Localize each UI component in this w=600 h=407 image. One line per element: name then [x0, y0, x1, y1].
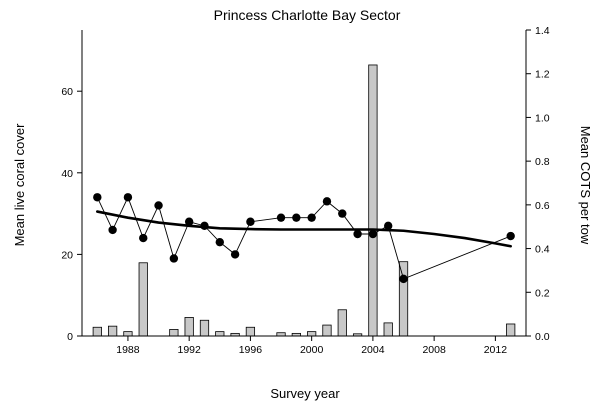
y-axis-title-left: Mean live coral cover	[12, 123, 27, 246]
coral-cover-point	[399, 274, 408, 284]
y-tick-label-right: 0.0	[535, 331, 550, 343]
coral-cover-point	[384, 221, 393, 231]
y-axis-title-right: Mean COTS per tow	[578, 126, 593, 245]
y-tick-label-left: 20	[61, 249, 73, 261]
coral-cover-point	[230, 250, 240, 259]
cots-bar	[383, 322, 393, 337]
x-tick-label: 1992	[177, 344, 201, 356]
plot-area: 1988 1992 1996 2000 2004 2008 2012 0 20 40 60 0.0 0.…	[61, 25, 549, 356]
coral-cover-point	[246, 217, 255, 226]
cots-bar	[184, 317, 194, 337]
x-axis-title: Survey year	[270, 386, 340, 401]
x-tick-label: 2012	[484, 344, 508, 356]
cots-bar	[199, 319, 210, 337]
coral-cover-point	[93, 193, 102, 202]
y-tick-label-right: 0.6	[535, 200, 550, 212]
x-tick-label: 1996	[239, 344, 263, 356]
cots-bar	[92, 326, 102, 337]
x-tick-label: 1988	[116, 344, 140, 356]
coral-cover-point	[276, 213, 286, 222]
cots-bar	[108, 325, 118, 337]
y-tick-label-right: 0.2	[535, 287, 550, 299]
trend-line	[96, 210, 512, 248]
coral-cover-point	[353, 229, 362, 239]
coral-cover-point	[184, 217, 194, 226]
y-tick-label-right: 0.4	[535, 244, 550, 256]
y-tick-label-left: 40	[61, 168, 73, 180]
coral-cover-point	[338, 209, 347, 218]
coral-cover-point	[154, 201, 163, 210]
y-tick-label-right: 0.8	[535, 156, 550, 168]
y-tick-label-right: 1.0	[535, 112, 550, 124]
cots-bar	[138, 262, 148, 337]
coral-cover-point	[139, 233, 148, 243]
cots-bar	[398, 261, 409, 337]
coral-cover-point	[169, 254, 179, 263]
cots-bar	[215, 331, 225, 337]
coral-cover-point	[322, 197, 332, 206]
cots-bar	[245, 326, 256, 337]
cots-bar	[506, 323, 516, 337]
chart-title: Princess Charlotte Bay Sector	[214, 7, 401, 23]
coral-cover-point	[368, 229, 378, 239]
coral-cover-point	[108, 225, 117, 235]
x-tick-label: 2008	[422, 344, 446, 356]
x-tick-label: 2000	[300, 344, 324, 356]
cots-bar	[322, 324, 332, 337]
y-tick-label-right: 1.4	[535, 25, 550, 37]
coral-cover-point	[292, 213, 301, 222]
y-tick-label-right: 1.2	[535, 69, 550, 81]
x-tick-label: 2004	[361, 344, 385, 356]
coral-cover-point	[215, 237, 224, 247]
y-tick-label-left: 60	[61, 86, 73, 98]
coral-cover-point	[307, 213, 316, 222]
cots-bar	[123, 331, 133, 337]
coral-cover-point	[200, 221, 209, 231]
coral-cover-point	[506, 231, 515, 241]
cots-bar	[368, 64, 378, 337]
cots-bar	[337, 309, 347, 337]
cots-bar	[307, 331, 317, 337]
coral-cover-point	[123, 193, 133, 202]
cots-bar	[169, 329, 179, 337]
y-tick-label-left: 0	[67, 331, 73, 343]
